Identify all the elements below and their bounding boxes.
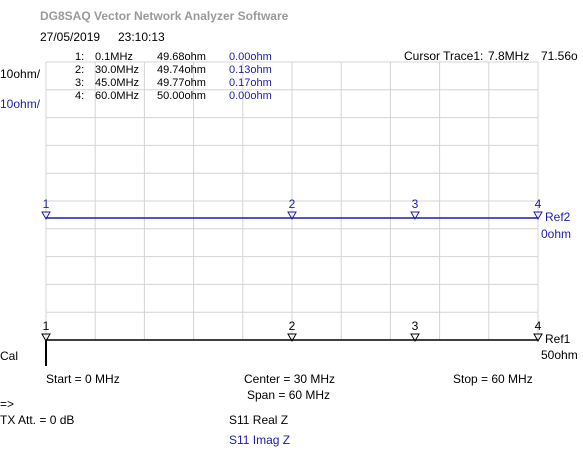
- ref1-value: 50ohm: [541, 348, 578, 362]
- marker-id: 2:: [75, 64, 84, 76]
- marker-triangle: [410, 333, 420, 343]
- marker-real: 49.68ohm: [157, 51, 206, 63]
- title: DG8SAQ Vector Network Analyzer Software: [40, 9, 289, 23]
- marker-label: 1: [43, 319, 50, 333]
- marker-triangle: [41, 333, 51, 343]
- scale-real: 10ohm/: [0, 67, 41, 81]
- marker-freq: 45.0MHz: [95, 77, 139, 89]
- cal: Cal: [0, 349, 18, 363]
- ref1: Ref1: [545, 332, 571, 346]
- date: 27/05/2019: [40, 30, 100, 44]
- marker-triangle: [533, 333, 543, 343]
- tx-att: TX Att. = 0 dB: [0, 413, 74, 427]
- start: Start = 0 MHz: [46, 372, 120, 386]
- marker-table: 1: 0.1MHz 49.68ohm 0.00ohm 2: 30.0MHz 49.74ohm…: [75, 51, 272, 102]
- cursor-freq: 7.8MHz: [488, 49, 529, 63]
- cursor-label: Cursor Trace1:: [404, 49, 483, 63]
- marker-triangle: [287, 333, 297, 343]
- marker-triangle: [410, 211, 420, 221]
- ref2: Ref2: [545, 210, 571, 224]
- marker-imag: 0.13ohm: [229, 64, 272, 76]
- marker-imag: 0.00ohm: [229, 90, 272, 102]
- marker-label: 3: [412, 319, 419, 333]
- arrow: =>: [0, 397, 14, 411]
- ref2-value: 0ohm: [541, 227, 571, 241]
- stop: Stop = 60 MHz: [453, 372, 533, 386]
- markers: 1 2 3 4 1 2 3 4: [41, 197, 543, 343]
- trace2-name: S11 Imag Z: [229, 433, 290, 447]
- trace1-name: S11 Real Z: [229, 413, 288, 427]
- marker-id: 4:: [75, 90, 84, 102]
- marker-label: 4: [535, 197, 542, 211]
- marker-imag: 0.00ohm: [229, 51, 272, 63]
- marker-freq: 30.0MHz: [95, 64, 139, 76]
- scale-imag: 10ohm/: [0, 97, 41, 111]
- marker-id: 3:: [75, 77, 84, 89]
- marker-triangle: [41, 211, 51, 221]
- center: Center = 30 MHz: [244, 372, 335, 386]
- span: Span = 60 MHz: [247, 388, 330, 402]
- marker-real: 49.77ohm: [157, 77, 206, 89]
- marker-real: 49.74ohm: [157, 64, 206, 76]
- marker-real: 50.00ohm: [157, 90, 206, 102]
- marker-imag: 0.17ohm: [229, 77, 272, 89]
- marker-id: 1:: [75, 51, 84, 63]
- marker-label: 3: [412, 197, 419, 211]
- marker-label: 2: [289, 319, 296, 333]
- marker-label: 4: [535, 319, 542, 333]
- marker-triangle: [287, 211, 297, 221]
- marker-label: 1: [43, 197, 50, 211]
- marker-triangle: [533, 211, 543, 221]
- cursor-value: 71.56o: [541, 49, 578, 63]
- marker-freq: 60.0MHz: [95, 90, 139, 102]
- time: 23:10:13: [118, 30, 165, 44]
- marker-freq: 0.1MHz: [95, 51, 133, 63]
- marker-label: 2: [289, 197, 296, 211]
